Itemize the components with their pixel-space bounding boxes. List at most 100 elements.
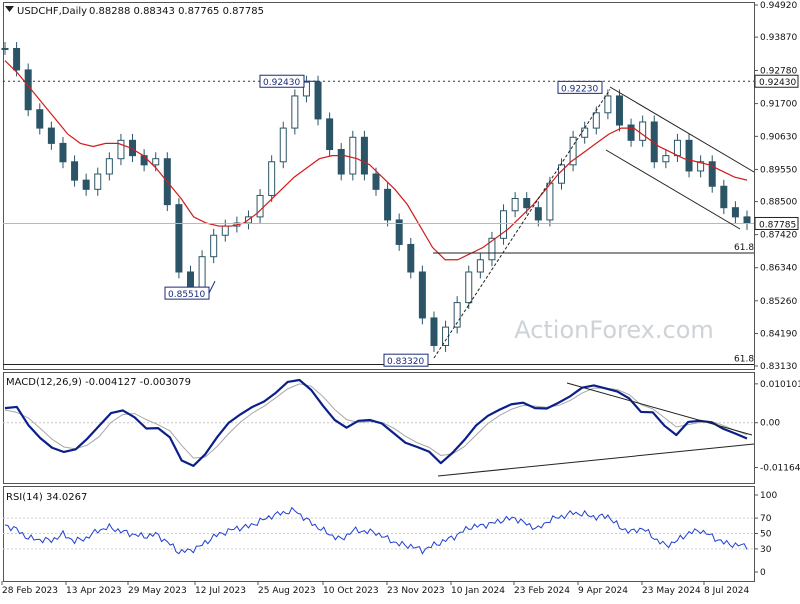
last-price-tag-label: 0.87785 (759, 220, 796, 230)
x-tick-label: 9 Apr 2024 (578, 586, 628, 596)
macd-indicator-label: MACD(12,26,9) -0.004127 -0.003079 (6, 377, 191, 388)
candle (697, 161, 705, 172)
ohlc-readout: 0.88288 0.88343 0.87765 0.87785 (89, 6, 264, 17)
price-tick-label: 0.89550 (760, 165, 797, 175)
dropdown-triangle-icon[interactable] (5, 6, 14, 12)
level-price-tag-label: 0.92430 (759, 78, 796, 88)
macd-line (4, 378, 748, 467)
candle (500, 210, 508, 239)
panel-border (3, 372, 755, 484)
price-tick-label: 0.92780 (760, 67, 797, 77)
price-tick-label: 0.83130 (760, 362, 797, 372)
price-annotation-box (557, 80, 603, 94)
candle (94, 173, 102, 190)
rsi-tick-label: 50 (760, 530, 772, 540)
fib-level-label: 61.8 (734, 243, 754, 253)
rsi-tick-label: 30 (760, 545, 772, 555)
panel-border (3, 2, 755, 370)
candle (24, 69, 32, 111)
macd-resistance-line (566, 382, 753, 436)
price-panel: 0.94920 0.93870 0.92780 0.91700 0.90630 0.895… (1, 1, 799, 372)
channel-upper-line (609, 86, 755, 173)
candle (673, 139, 681, 157)
last-price-tag (754, 216, 799, 230)
price-annotation-label: 0.92430 (263, 78, 300, 88)
price-tick-label: 0.94920 (760, 1, 797, 11)
candle (662, 155, 670, 163)
candle (546, 182, 554, 221)
rsi-indicator-label: RSI(14) 34.0267 (6, 492, 87, 503)
candle (59, 142, 67, 163)
candle (743, 216, 751, 224)
candle (407, 243, 415, 273)
watermark: ActionForex.com (514, 316, 714, 344)
rsi-panel: 100 70 50 30 0 (3, 491, 777, 578)
x-tick-label: 12 Jul 2023 (195, 586, 246, 596)
candle (1, 47, 9, 50)
macd-tick-label: 0.00 (760, 419, 780, 429)
candle (82, 179, 90, 190)
x-axis: 28 Feb 2023 13 Apr 2023 29 May 2023 12 Jul … (1, 581, 749, 596)
price-annotation-label: 0.85510 (168, 290, 205, 300)
price-annotation-label: 0.83320 (387, 357, 424, 367)
candle (13, 47, 21, 71)
macd-tick-label: 0.010101 (760, 380, 800, 390)
candle (210, 234, 218, 258)
x-tick-label: 10 Jan 2024 (451, 586, 505, 596)
candle (221, 225, 229, 236)
candle (615, 95, 623, 126)
candle (360, 136, 368, 175)
price-tick-label: 0.91700 (760, 100, 797, 110)
candle (349, 136, 357, 175)
candle (256, 194, 264, 218)
candle (720, 185, 728, 209)
rsi-tick-label: 100 (760, 491, 777, 501)
candle (523, 198, 531, 209)
moving-average-line (4, 60, 748, 261)
symbol-timeframe: USDCHF,Daily (17, 6, 87, 17)
candle (36, 109, 44, 129)
price-tick-label: 0.85260 (760, 297, 797, 307)
candle (465, 271, 473, 304)
fib-level-label: 61.8 (734, 354, 754, 364)
x-tick-label: 25 Aug 2023 (258, 586, 316, 596)
x-tick-label: 28 Feb 2023 (2, 586, 58, 596)
candle (511, 198, 519, 212)
candle (453, 302, 461, 328)
candle (337, 149, 345, 175)
level-price-tag (754, 74, 799, 88)
macd-panel: 0.010101 0.00 -0.011645 (3, 378, 800, 477)
price-annotation-label: 0.92230 (561, 84, 598, 94)
candle (175, 204, 183, 273)
candle (604, 95, 612, 114)
price-annotation-box (383, 353, 429, 367)
candle (47, 127, 55, 144)
rsi-tick-label: 0 (760, 568, 766, 578)
candle (187, 271, 194, 288)
macd-tick-label: -0.011645 (760, 464, 800, 474)
price-tick-label: 0.93870 (760, 33, 797, 43)
x-tick-label: 29 May 2023 (128, 586, 187, 596)
annotation-connector (208, 280, 216, 294)
price-tick-label: 0.87420 (760, 231, 797, 241)
price-tick-label: 0.88500 (760, 198, 797, 208)
price-tick-label: 0.84190 (760, 330, 797, 340)
panel-frames (3, 2, 755, 582)
candle (71, 161, 79, 181)
candle (627, 124, 635, 141)
x-tick-label: 8 Jul 2024 (704, 586, 749, 596)
candle (314, 81, 322, 120)
candle (105, 158, 113, 175)
candle (708, 161, 716, 187)
macd-support-line (437, 443, 755, 477)
candle (731, 207, 739, 218)
candle (418, 271, 426, 319)
candle (291, 95, 299, 129)
candle (326, 118, 334, 151)
price-tick-label: 0.86340 (760, 264, 797, 274)
rsi-line (4, 506, 748, 555)
candle (384, 188, 392, 221)
candle (650, 121, 658, 163)
candle (372, 173, 380, 190)
